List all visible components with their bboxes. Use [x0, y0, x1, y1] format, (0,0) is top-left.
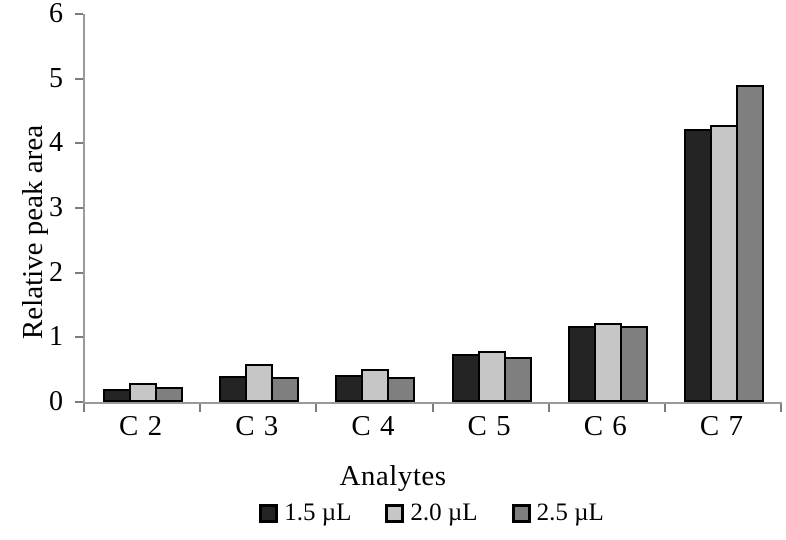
bar-c6-series3	[619, 326, 648, 402]
y-tick-mark	[75, 336, 83, 339]
bar-c5-series2	[477, 351, 506, 402]
bar-c3-series2	[245, 364, 274, 402]
legend-label-series2: 2.0 µL	[410, 499, 478, 526]
x-axis-title: Analytes	[339, 460, 447, 492]
legend-marker-series2	[385, 503, 405, 523]
y-tick-mark	[75, 401, 83, 403]
legend-marker-series3	[511, 503, 531, 523]
y-tick-label: 6	[49, 0, 63, 29]
y-tick-label: 5	[49, 62, 63, 94]
y-tick-mark	[75, 207, 83, 209]
bar-c2-series3	[155, 387, 184, 402]
x-category-label: C 2	[119, 410, 164, 442]
y-tick-label: 0	[49, 386, 63, 417]
y-tick-mark	[75, 142, 83, 145]
x-tick-mark	[83, 404, 85, 412]
bar-c6-series2	[593, 323, 622, 402]
y-tick-mark	[75, 13, 83, 15]
bar-c4-series2	[361, 369, 390, 402]
x-category-label: C 5	[467, 410, 512, 442]
bar-c2-series1	[103, 389, 132, 402]
legend-label-series3: 2.5 µL	[536, 499, 604, 526]
bar-c5-series1	[451, 354, 480, 402]
plot-area	[83, 14, 782, 404]
bar-c2-series2	[129, 383, 158, 402]
x-tick-mark	[548, 404, 550, 412]
bar-c7-series2	[709, 125, 738, 402]
x-tick-mark	[315, 404, 317, 412]
legend: 1.5 µL 2.0 µL 2.5 µL	[83, 500, 780, 526]
x-category-label: C 4	[351, 410, 396, 442]
legend-entry-series3: 2.5 µL	[511, 499, 604, 526]
legend-entry-series2: 2.0 µL	[385, 499, 478, 526]
x-tick-mark	[664, 404, 666, 412]
y-tick-label: 1	[49, 321, 63, 353]
x-tick-mark	[432, 404, 434, 412]
y-tick-label: 2	[49, 256, 63, 288]
y-tick-label: 3	[49, 192, 63, 223]
legend-label-series1: 1.5 µL	[284, 499, 352, 526]
bar-c3-series3	[271, 377, 300, 402]
x-category-label: C 7	[699, 410, 744, 442]
y-tick-mark	[75, 77, 83, 80]
bar-c6-series1	[567, 326, 596, 402]
x-category-label: C 6	[583, 410, 628, 442]
bar-c3-series1	[219, 376, 248, 402]
y-tick-mark	[75, 271, 83, 274]
x-tick-mark	[780, 404, 782, 412]
legend-marker-series1	[259, 503, 279, 523]
legend-entry-series1: 1.5 µL	[259, 500, 351, 526]
y-tick-label: 4	[49, 127, 63, 159]
x-category-label: C 3	[235, 410, 280, 442]
bar-c7-series3	[735, 85, 764, 402]
bar-c5-series3	[503, 357, 532, 402]
bar-c4-series3	[387, 377, 416, 402]
bar-c4-series1	[335, 375, 364, 402]
bar-c7-series1	[683, 129, 712, 402]
x-tick-mark	[199, 404, 201, 412]
